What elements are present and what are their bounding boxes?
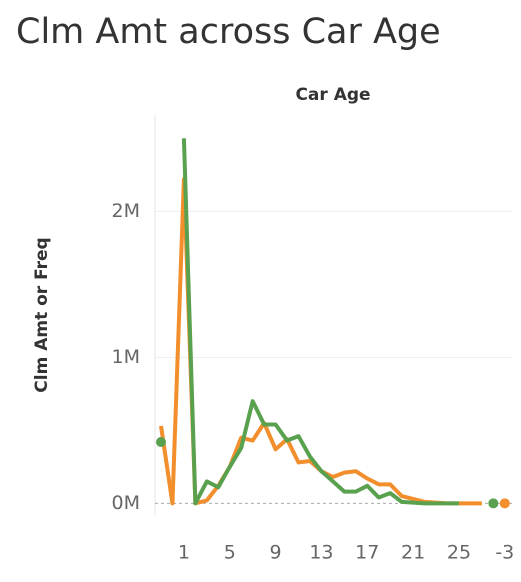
x-axis-label: Car Age (295, 85, 370, 105)
y-tick-label: 2M (112, 200, 140, 222)
point (499, 498, 510, 509)
chart-title: Clm Amt across Car Age (16, 12, 441, 52)
x-tick-label: 21 (401, 542, 425, 564)
line (181, 138, 459, 506)
x-tick-label: 25 (447, 542, 471, 564)
x-tick-label: 9 (270, 542, 282, 564)
point (488, 498, 499, 509)
x-tick-label: 13 (309, 542, 333, 564)
x-tick-label: -3 (495, 542, 514, 564)
y-axis-label: Clm Amt or Freq (32, 237, 52, 392)
y-tick-label: 1M (112, 346, 140, 368)
x-tick-label: 17 (355, 542, 379, 564)
y-tick-label: 0M (112, 492, 140, 514)
point (156, 437, 166, 448)
x-tick-label: 1 (178, 542, 190, 564)
x-tick-label: 5 (224, 542, 236, 564)
line (159, 177, 482, 506)
